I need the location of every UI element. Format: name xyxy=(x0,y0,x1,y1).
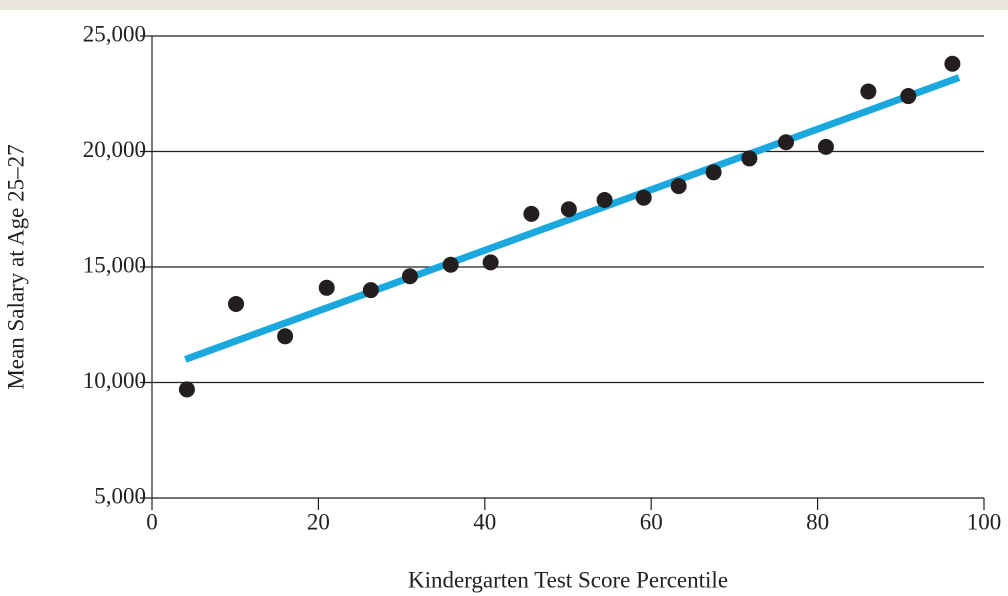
data-point xyxy=(560,201,577,218)
data-point xyxy=(944,55,961,72)
x-tick-label: 0 xyxy=(146,509,158,534)
y-tick-label: 20,000 xyxy=(83,137,146,162)
x-tick-label: 80 xyxy=(806,509,829,534)
data-point xyxy=(817,138,834,155)
data-point xyxy=(178,381,195,398)
data-point xyxy=(482,254,499,271)
data-point xyxy=(523,205,540,222)
fit-line xyxy=(184,74,961,363)
data-point xyxy=(362,282,379,299)
y-axis-label: Mean Salary at Age 25–27 xyxy=(3,144,28,389)
x-axis-label: Kindergarten Test Score Percentile xyxy=(408,567,728,592)
data-point xyxy=(318,279,335,296)
x-tick-label: 40 xyxy=(473,509,496,534)
data-point xyxy=(635,189,652,206)
y-tick-label: 15,000 xyxy=(83,252,146,277)
y-tick-label: 5,000 xyxy=(94,483,146,508)
y-tick-label: 10,000 xyxy=(83,368,146,393)
data-point xyxy=(596,192,613,209)
data-point xyxy=(670,178,687,195)
x-tick-label: 20 xyxy=(307,509,330,534)
data-point xyxy=(777,134,794,151)
data-point xyxy=(900,88,917,105)
data-point xyxy=(401,268,418,285)
x-tick-label: 60 xyxy=(640,509,663,534)
top-band xyxy=(0,0,1008,10)
x-tick-label: 100 xyxy=(967,509,1002,534)
data-point xyxy=(741,150,758,167)
data-point xyxy=(228,295,245,312)
data-point xyxy=(860,83,877,100)
data-point xyxy=(442,256,459,273)
data-point xyxy=(277,328,294,345)
data-point xyxy=(705,164,722,181)
y-tick-label: 25,000 xyxy=(83,21,146,46)
